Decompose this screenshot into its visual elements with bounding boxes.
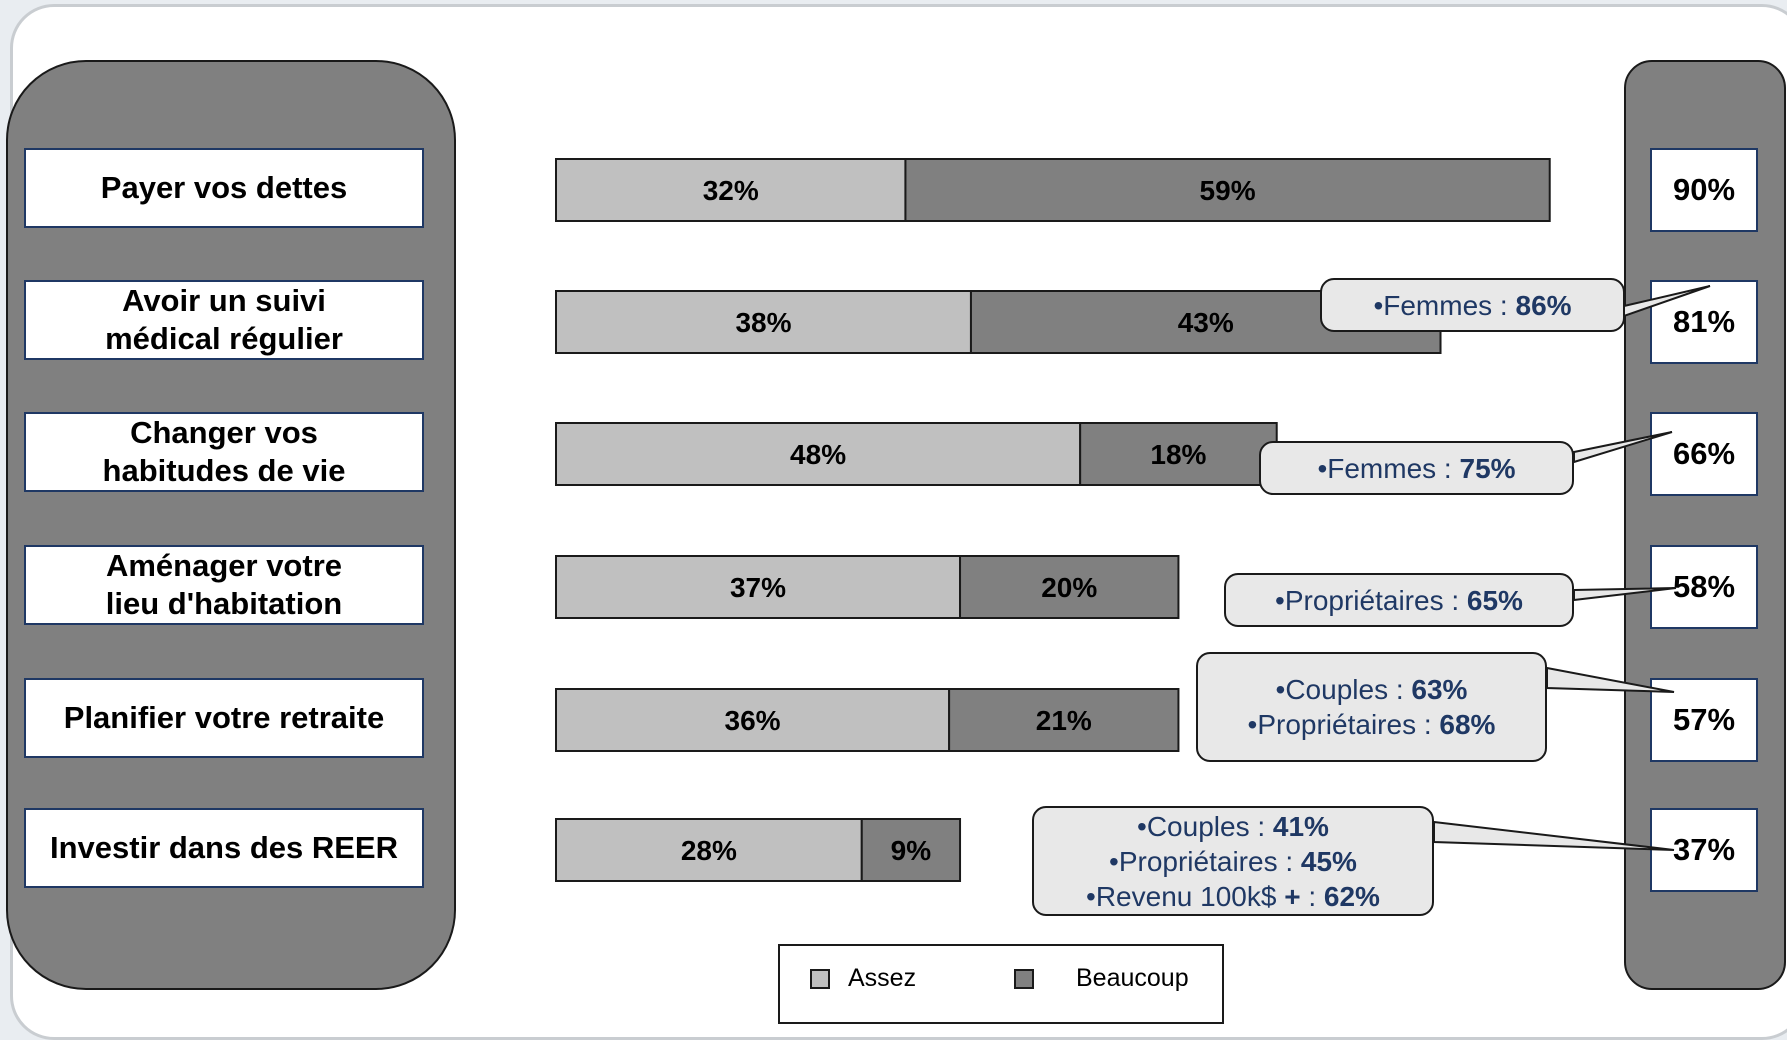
category-label: Changer vos habitudes de vie [24,412,424,492]
bar-data-label: 43% [1178,307,1234,338]
bar-data-label: 37% [730,572,786,603]
legend-label-assez: Assez [848,964,917,992]
bar-segment-beaucoup [1079,422,1278,486]
category-label: Planifier votre retraite [24,678,424,758]
category-label: Aménager votre lieu d'habitation [24,545,424,625]
bar-data-label: 21% [1036,705,1092,736]
bar-data-label: 36% [725,705,781,736]
callout-line: •Revenu 100k$ + : 62% [1086,880,1380,912]
stacked-bar-chart: 32% 59% 38% 43% 48% 18% 37% 20% 36% 21% 28% 9% [555,158,1711,882]
bar-segment-beaucoup [959,555,1180,619]
bar-data-label: 59% [1200,175,1256,206]
segment-callout: •Couples : 41% •Propriétaires : 45% •Reven… [1032,806,1434,916]
total-value: 58% [1650,545,1758,629]
callout-pointer [1546,666,1675,693]
category-label: Investir dans des REER [24,808,424,888]
legend: Assez Beaucoup [778,944,1224,1024]
total-value: 90% [1650,148,1758,232]
category-label: Payer vos dettes [24,148,424,228]
callout-line: •Femmes : 75% [1317,452,1516,484]
bar-segment-beaucoup [948,688,1180,752]
callout-line: •Couples : 41% [1137,810,1329,842]
bar-segment-beaucoup [904,158,1551,222]
bar-segment-beaucoup [860,818,962,882]
callout-pointer [1573,431,1673,464]
callout-pointer [1433,820,1675,851]
bar-data-label: 18% [1150,439,1206,470]
callout-pointer [1573,587,1677,602]
legend-item-assez: Assez [810,964,916,993]
total-value: 66% [1650,412,1758,496]
category-label: Avoir un suivi médical régulier [24,280,424,360]
callout-line: •Femmes : 86% [1373,289,1572,321]
bar-segment-assez [555,290,972,354]
callout-line: •Propriétaires : 68% [1247,709,1496,740]
bar-data-label: 9% [891,835,932,866]
callout-line: •Propriétaires : 45% [1109,845,1357,877]
segment-callout: •Femmes : 75% [1259,441,1574,495]
legend-label-beaucoup: Beaucoup [1076,964,1189,992]
callout-pointer [1623,285,1711,318]
segment-callout: •Couples : 63% •Propriétaires : 68% [1196,652,1547,762]
total-value: 81% [1650,280,1758,364]
bar-segment-assez [555,818,863,882]
bar-data-label: 48% [790,439,846,470]
legend-item-beaucoup: Beaucoup [1014,964,1189,993]
legend-swatch-beaucoup [1014,968,1034,989]
segment-callout: •Femmes : 86% [1320,278,1625,332]
callout-line: •Couples : 63% [1275,674,1468,705]
bar-segment-assez [555,688,951,752]
segment-callout: •Propriétaires : 65% [1224,573,1574,627]
bar-data-label: 28% [681,835,737,866]
callout-line: •Propriétaires : 65% [1275,584,1523,616]
legend-swatch-assez [810,968,830,989]
bar-data-label: 20% [1041,572,1097,603]
bar-data-label: 38% [735,307,791,338]
bar-data-label: 32% [703,175,759,206]
